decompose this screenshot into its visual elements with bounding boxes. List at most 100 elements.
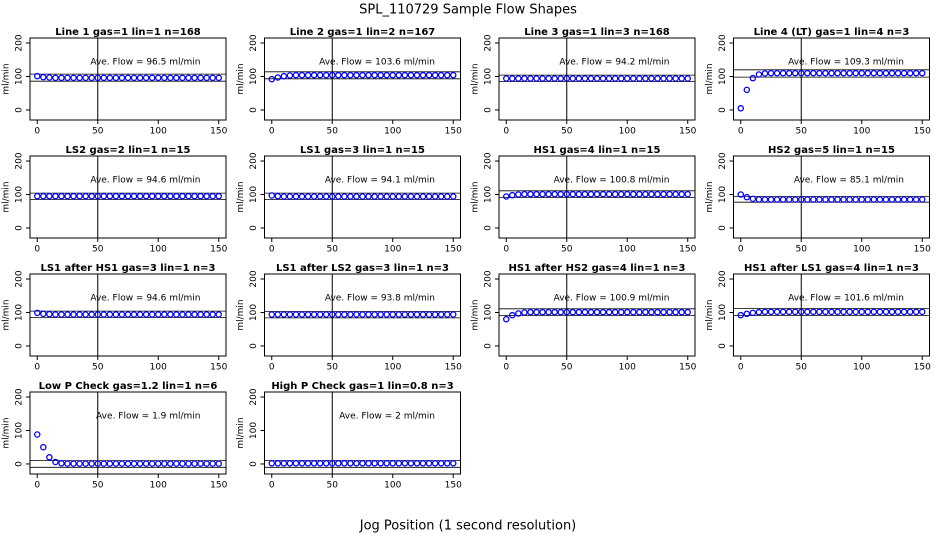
data-point xyxy=(431,311,439,318)
data-point xyxy=(816,308,823,316)
data-point xyxy=(648,308,655,316)
data-point xyxy=(503,315,510,323)
y-tick-label: 0 xyxy=(15,225,25,231)
data-point xyxy=(40,192,47,200)
data-point xyxy=(617,308,625,316)
x-tick-label: 100 xyxy=(150,363,167,373)
data-point xyxy=(316,193,324,200)
annotation: Ave. Flow = 100.9 ml/min xyxy=(554,294,670,304)
data-point xyxy=(449,193,457,200)
data-point xyxy=(377,71,384,79)
annotation: Ave. Flow = 94.2 ml/min xyxy=(559,58,669,68)
data-point xyxy=(209,311,216,318)
data-point xyxy=(581,75,589,82)
data-point xyxy=(918,196,926,203)
x-tick-label: 0 xyxy=(269,363,275,373)
data-point xyxy=(761,196,769,203)
data-point xyxy=(46,454,53,461)
data-point xyxy=(274,311,282,318)
data-point xyxy=(215,192,222,200)
data-point xyxy=(743,86,751,94)
data-point xyxy=(443,193,451,200)
data-point xyxy=(365,71,372,79)
y-tick-label: 100 xyxy=(249,304,259,321)
data-point xyxy=(401,193,409,200)
data-point xyxy=(515,310,522,317)
x-tick-label: 0 xyxy=(269,481,275,491)
y-tick-label: 0 xyxy=(249,225,259,231)
data-point xyxy=(58,460,65,467)
panel-title: Line 4 (LT) gas=1 lin=4 n=3 xyxy=(754,27,910,38)
data-point xyxy=(449,460,457,467)
data-point xyxy=(648,190,655,198)
panel-title: Line 3 gas=1 lin=3 n=168 xyxy=(524,27,670,38)
data-point xyxy=(611,190,619,198)
data-point xyxy=(425,311,433,318)
plot-frame xyxy=(733,273,930,357)
annotation: Ave. Flow = 96.5 ml/min xyxy=(90,58,200,68)
annotation: Ave. Flow = 93.8 ml/min xyxy=(325,294,435,304)
data-point xyxy=(648,75,655,82)
y-tick-label: 100 xyxy=(484,304,494,321)
data-point xyxy=(419,311,427,318)
data-point xyxy=(425,71,433,79)
panel-title: HS2 gas=5 lin=1 n=15 xyxy=(768,145,895,156)
data-point xyxy=(413,460,421,467)
y-axis-label: ml/min xyxy=(2,63,12,94)
data-point xyxy=(329,460,336,467)
y-axis-label: ml/min xyxy=(2,299,12,330)
y-tick-label: 200 xyxy=(718,34,728,51)
data-point xyxy=(310,71,318,79)
data-point xyxy=(912,196,920,203)
data-point xyxy=(203,74,210,82)
data-point xyxy=(395,311,403,318)
data-point xyxy=(900,308,908,316)
x-tick-label: 0 xyxy=(503,245,509,255)
data-point xyxy=(630,75,637,82)
x-tick-label: 50 xyxy=(92,481,104,491)
data-point xyxy=(660,190,667,198)
data-point xyxy=(804,308,811,316)
data-point xyxy=(88,192,95,200)
data-point xyxy=(185,460,192,467)
data-point xyxy=(341,311,348,318)
y-axis-label: ml/min xyxy=(2,417,12,448)
data-point xyxy=(106,311,114,318)
data-point xyxy=(70,460,77,467)
data-point xyxy=(395,460,403,467)
data-point xyxy=(353,193,360,200)
data-point xyxy=(335,193,342,200)
data-point xyxy=(527,308,534,316)
data-point xyxy=(161,460,168,467)
data-point xyxy=(401,311,409,318)
data-point xyxy=(179,311,186,318)
data-point xyxy=(876,69,884,77)
data-point xyxy=(365,193,372,200)
data-point xyxy=(94,311,102,318)
data-point xyxy=(365,460,372,467)
data-point xyxy=(209,460,216,467)
data-point xyxy=(551,190,558,198)
data-point xyxy=(605,190,613,198)
data-point xyxy=(347,460,354,467)
data-point xyxy=(509,191,516,199)
data-point xyxy=(209,192,216,200)
x-tick-label: 100 xyxy=(853,363,870,373)
panel-title: HS1 after LS1 gas=4 lin=1 n=3 xyxy=(744,263,919,274)
y-tick-label: 0 xyxy=(484,343,494,349)
data-point xyxy=(136,460,144,467)
data-point xyxy=(304,460,312,467)
y-axis-label: ml/min xyxy=(705,181,715,212)
data-point xyxy=(148,311,156,318)
data-point xyxy=(167,460,174,467)
x-tick-label: 100 xyxy=(384,245,401,255)
data-point xyxy=(918,69,926,77)
plot-frame xyxy=(733,37,930,121)
x-tick-label: 0 xyxy=(269,127,275,137)
x-tick-label: 0 xyxy=(269,245,275,255)
data-point xyxy=(46,74,53,81)
data-point xyxy=(191,192,198,200)
x-tick-label: 150 xyxy=(210,245,227,255)
data-point xyxy=(912,69,920,77)
data-point xyxy=(82,192,89,200)
